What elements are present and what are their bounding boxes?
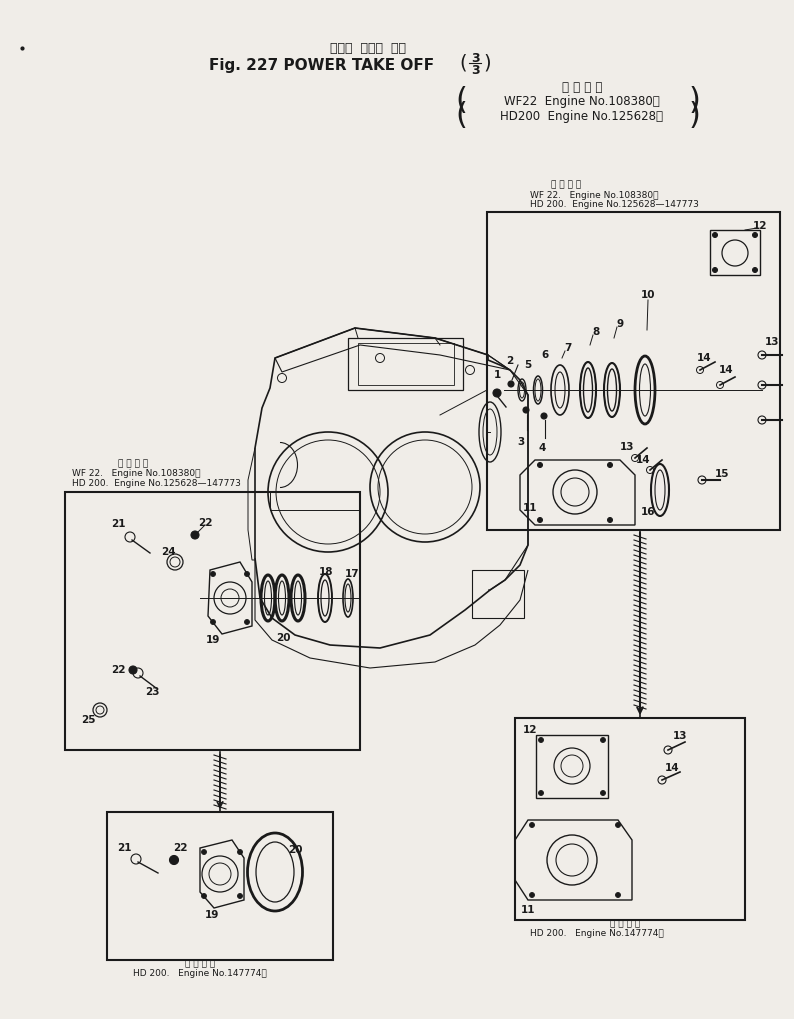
Text: ): ) bbox=[688, 101, 700, 129]
Text: 14: 14 bbox=[696, 353, 711, 363]
Circle shape bbox=[753, 268, 757, 272]
Text: 11: 11 bbox=[522, 503, 538, 513]
Text: 1: 1 bbox=[493, 370, 501, 380]
Text: 3: 3 bbox=[471, 52, 480, 64]
Text: 適 用 号 機: 適 用 号 機 bbox=[610, 919, 640, 928]
Text: 20: 20 bbox=[287, 845, 303, 855]
Circle shape bbox=[607, 518, 612, 523]
Text: 19: 19 bbox=[206, 635, 220, 645]
Circle shape bbox=[753, 232, 757, 237]
Bar bbox=[65, 492, 360, 750]
Circle shape bbox=[600, 791, 606, 796]
Bar bbox=[348, 338, 463, 390]
Text: 10: 10 bbox=[641, 290, 655, 300]
Text: 2: 2 bbox=[507, 356, 514, 366]
Circle shape bbox=[169, 856, 179, 864]
Circle shape bbox=[191, 531, 199, 539]
Text: 3: 3 bbox=[518, 437, 525, 447]
Bar bbox=[515, 718, 745, 920]
Text: 適 用 号 機: 適 用 号 機 bbox=[185, 960, 215, 968]
Text: (: ( bbox=[455, 101, 467, 129]
Circle shape bbox=[530, 822, 534, 827]
Text: HD 200.  Engine No.125628—147773: HD 200. Engine No.125628—147773 bbox=[72, 479, 241, 487]
Text: 5: 5 bbox=[524, 360, 532, 370]
Text: 11: 11 bbox=[521, 905, 535, 915]
Text: 14: 14 bbox=[719, 365, 734, 375]
Circle shape bbox=[237, 894, 242, 899]
Text: パワー  テーク  オフ: パワー テーク オフ bbox=[330, 42, 406, 54]
Text: 適 用 号 機: 適 用 号 機 bbox=[551, 180, 581, 190]
Text: (: ( bbox=[459, 54, 467, 72]
Circle shape bbox=[523, 407, 529, 413]
Text: 22: 22 bbox=[173, 843, 187, 853]
Text: 12: 12 bbox=[753, 221, 767, 231]
Text: 8: 8 bbox=[592, 327, 599, 337]
Text: HD 200.   Engine No.147774～: HD 200. Engine No.147774～ bbox=[133, 969, 267, 978]
Text: ): ) bbox=[484, 54, 491, 72]
Text: 6: 6 bbox=[542, 350, 549, 360]
Text: 13: 13 bbox=[765, 337, 779, 347]
Text: HD 200.  Engine No.125628—147773: HD 200. Engine No.125628—147773 bbox=[530, 200, 699, 209]
Text: 16: 16 bbox=[641, 507, 655, 517]
Circle shape bbox=[607, 463, 612, 468]
Circle shape bbox=[538, 463, 542, 468]
Circle shape bbox=[615, 893, 620, 898]
Circle shape bbox=[129, 666, 137, 674]
Text: WF22  Engine No.108380～: WF22 Engine No.108380～ bbox=[504, 95, 660, 107]
Text: 21: 21 bbox=[117, 843, 131, 853]
Text: 24: 24 bbox=[160, 547, 175, 557]
Circle shape bbox=[541, 413, 547, 419]
Text: (: ( bbox=[455, 86, 467, 114]
Bar bbox=[107, 812, 333, 960]
Circle shape bbox=[538, 738, 544, 743]
Circle shape bbox=[202, 850, 206, 855]
Text: 19: 19 bbox=[205, 910, 219, 920]
Text: 9: 9 bbox=[616, 319, 623, 329]
Circle shape bbox=[210, 572, 215, 577]
Text: 18: 18 bbox=[318, 567, 333, 577]
Circle shape bbox=[202, 894, 206, 899]
Circle shape bbox=[245, 620, 249, 625]
Text: HD200  Engine No.125628～: HD200 Engine No.125628～ bbox=[500, 109, 664, 122]
Text: WF 22.   Engine No.108380～: WF 22. Engine No.108380～ bbox=[72, 470, 201, 479]
Text: ): ) bbox=[688, 86, 700, 114]
Bar bbox=[358, 343, 454, 385]
Circle shape bbox=[237, 850, 242, 855]
Text: 13: 13 bbox=[620, 442, 634, 452]
Text: 25: 25 bbox=[81, 715, 95, 725]
Text: 14: 14 bbox=[636, 455, 650, 465]
Circle shape bbox=[508, 381, 514, 387]
Circle shape bbox=[615, 822, 620, 827]
Text: 23: 23 bbox=[145, 687, 160, 697]
Bar bbox=[487, 212, 780, 530]
Text: 14: 14 bbox=[665, 763, 680, 773]
Circle shape bbox=[538, 791, 544, 796]
Text: 13: 13 bbox=[673, 731, 688, 741]
Text: 15: 15 bbox=[715, 469, 729, 479]
Text: Fig. 227 POWER TAKE OFF: Fig. 227 POWER TAKE OFF bbox=[210, 57, 434, 72]
Text: 20: 20 bbox=[276, 633, 291, 643]
Bar bbox=[472, 570, 524, 618]
Circle shape bbox=[245, 572, 249, 577]
Text: 12: 12 bbox=[522, 725, 538, 735]
Circle shape bbox=[538, 518, 542, 523]
Text: 7: 7 bbox=[565, 343, 572, 353]
Circle shape bbox=[210, 620, 215, 625]
Text: 3: 3 bbox=[471, 63, 480, 76]
Text: HD 200.   Engine No.147774～: HD 200. Engine No.147774～ bbox=[530, 929, 664, 938]
Text: 適 用 号 機: 適 用 号 機 bbox=[562, 81, 602, 94]
Circle shape bbox=[600, 738, 606, 743]
Text: 17: 17 bbox=[345, 569, 360, 579]
Circle shape bbox=[712, 268, 718, 272]
Circle shape bbox=[530, 893, 534, 898]
Text: WF 22.   Engine No.108380～: WF 22. Engine No.108380～ bbox=[530, 191, 658, 200]
Circle shape bbox=[493, 389, 501, 397]
Circle shape bbox=[712, 232, 718, 237]
Text: 適 用 号 機: 適 用 号 機 bbox=[118, 460, 148, 469]
Text: 22: 22 bbox=[110, 665, 125, 675]
Text: 22: 22 bbox=[198, 518, 212, 528]
Text: 21: 21 bbox=[110, 519, 125, 529]
Text: 4: 4 bbox=[538, 443, 545, 453]
